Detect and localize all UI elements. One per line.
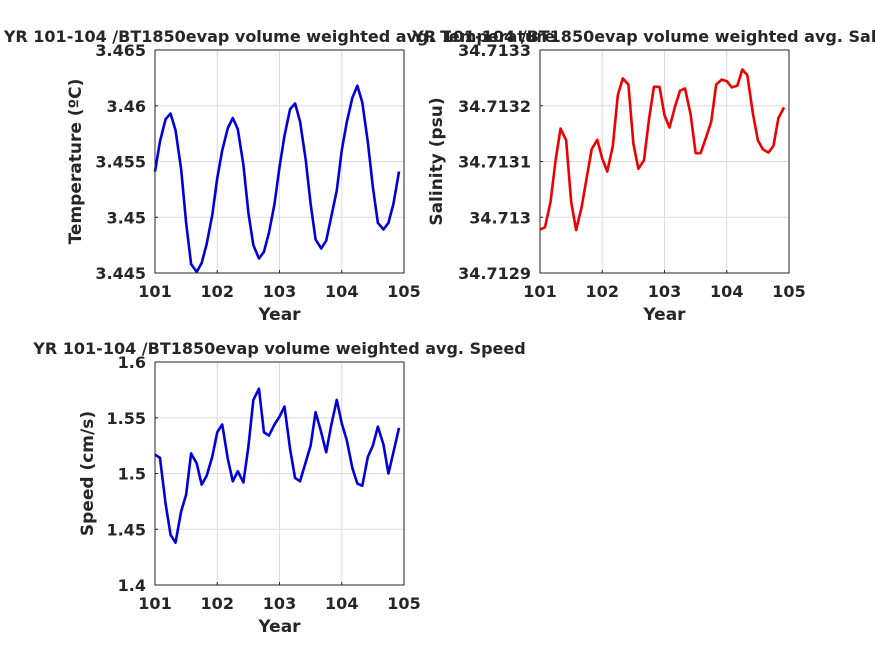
salinity-ylabel: Salinity (psu)	[427, 97, 447, 225]
speed-subplot: 101 102 103 104 105 1.4 1.45 1.5 1.55 1.6 Year Sp…	[32, 339, 525, 637]
speed-ylabel: Speed (cm/s)	[78, 411, 98, 536]
salinity-subplot: 101 102 103 104 105 34.7129 34.713 34.7131 34.71…	[411, 27, 875, 325]
speed-xtick-label: 104	[325, 594, 358, 613]
salinity-xtick-label: 103	[648, 282, 681, 301]
temperature-ytick-label: 3.45	[107, 208, 146, 227]
temperature-ytick-label: 3.445	[95, 264, 146, 283]
speed-ticks: 101 102 103 104 105 1.4 1.45 1.5 1.55 1.6	[107, 353, 421, 613]
salinity-xtick-label: 105	[772, 282, 805, 301]
salinity-xtick-label: 101	[523, 282, 556, 301]
salinity-ytick-label: 34.7131	[458, 153, 531, 172]
speed-ytick-label: 1.4	[118, 576, 146, 595]
temperature-xtick-label: 101	[138, 282, 171, 301]
speed-xlabel: Year	[257, 617, 301, 637]
speed-ytick-label: 1.55	[107, 409, 146, 428]
speed-series-line	[154, 387, 401, 544]
temperature-xlabel: Year	[257, 305, 301, 325]
speed-ytick-label: 1.5	[118, 465, 146, 484]
speed-xtick-label: 102	[201, 594, 234, 613]
salinity-ticks: 101 102 103 104 105 34.7129 34.713 34.7131 34.71…	[458, 41, 806, 301]
temperature-xtick-label: 105	[387, 282, 420, 301]
speed-xtick-label: 105	[387, 594, 420, 613]
salinity-xlabel: Year	[642, 305, 686, 325]
speed-title: YR 101-104 /BT1850evap volume weighted a…	[32, 339, 525, 358]
temperature-title: YR 101-104 /BT1850evap volume weighted a…	[3, 27, 556, 46]
salinity-xtick-label: 102	[586, 282, 619, 301]
temperature-subplot: 101 102 103 104 105 3.445 3.45 3.455 3.46 3.465 Y…	[3, 27, 556, 325]
temperature-ytick-label: 3.455	[95, 153, 146, 172]
salinity-series-line	[539, 68, 786, 232]
salinity-xtick-label: 104	[710, 282, 743, 301]
speed-xtick-label: 101	[138, 594, 171, 613]
temperature-ytick-label: 3.46	[107, 97, 146, 116]
temperature-ylabel: Temperature (ºC)	[66, 79, 86, 245]
speed-ytick-label: 1.6	[118, 353, 146, 372]
temperature-ytick-label: 3.465	[95, 41, 146, 60]
temperature-xtick-label: 104	[325, 282, 358, 301]
salinity-ytick-label: 34.7132	[458, 97, 531, 116]
temperature-xtick-label: 102	[201, 282, 234, 301]
salinity-ytick-label: 34.7129	[458, 264, 531, 283]
temperature-ticks: 101 102 103 104 105 3.445 3.45 3.455 3.46 3.465	[95, 41, 420, 301]
speed-ytick-label: 1.45	[107, 520, 146, 539]
speed-xtick-label: 103	[263, 594, 296, 613]
salinity-ytick-label: 34.713	[469, 208, 531, 227]
temperature-series-line	[153, 84, 401, 274]
salinity-ytick-label: 34.7133	[458, 41, 531, 60]
salinity-title: YR 101-104 /BT1850evap volume weighted a…	[411, 27, 875, 46]
temperature-xtick-label: 103	[263, 282, 296, 301]
